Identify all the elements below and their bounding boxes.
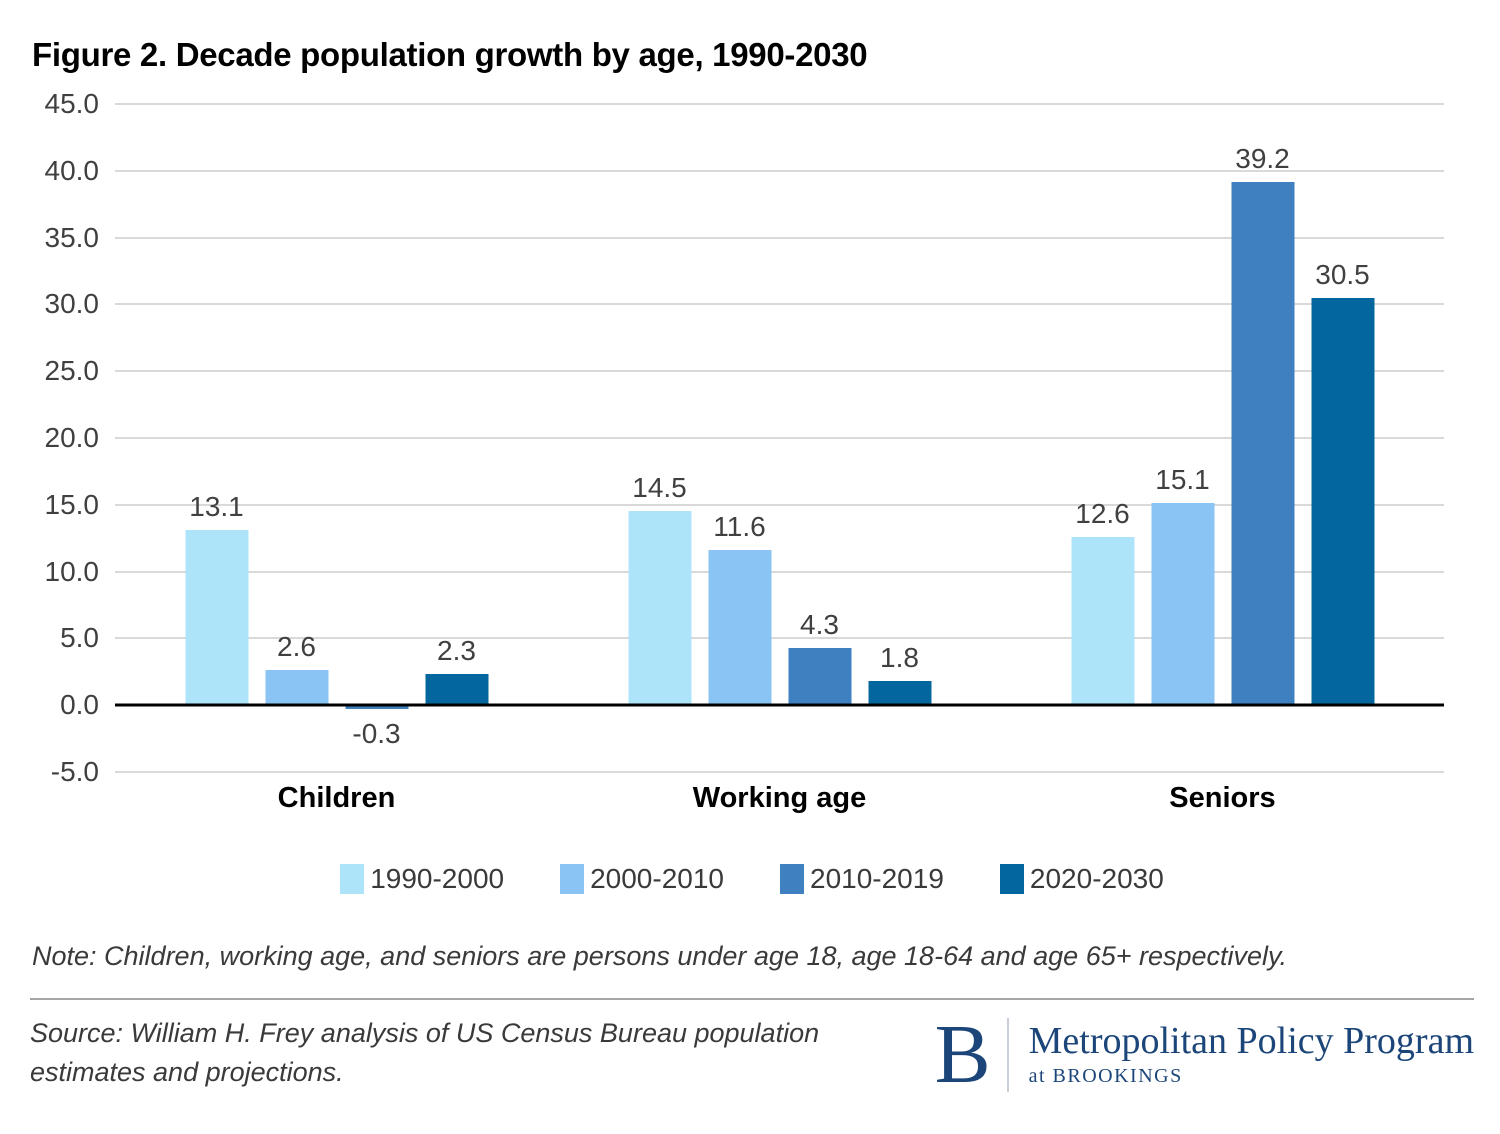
logo-sub-name: at BROOKINGS [1028,1065,1183,1088]
bar: 30.5 [1311,259,1374,706]
legend-swatch-icon [999,864,1024,894]
figure-page: Figure 2. Decade population growth by ag… [30,36,1474,1101]
legend-swatch-icon [780,864,804,894]
bar-value-label: 39.2 [1235,142,1290,174]
bar-chart: 45.0 40.0 35.0 30.0 25.0 20.0 15.0 10.0 5.0 0.0 -5… [30,88,1444,787]
bar-value-label: 12.6 [1075,497,1130,529]
y-tick-label: 40.0 [44,154,100,186]
legend-item: 2010-2019 [780,863,944,895]
y-tick-label: 5.0 [60,622,99,654]
gridline [115,169,1444,172]
gridline [115,503,1444,506]
bar-value-label: 13.1 [189,491,244,523]
bar-value-label: -0.3 [352,718,401,750]
bar-cluster: 14.5 11.6 4.3 1.8 [628,472,931,706]
source-text: Source: William H. Frey analysis of US C… [30,1018,820,1088]
legend-label: 2020-2030 [1029,863,1164,894]
y-tick-label: 45.0 [44,88,100,119]
chart-title: Figure 2. Decade population growth by ag… [32,36,868,73]
legend-label: 2010-2019 [810,863,944,894]
legend-label: 2000-2010 [590,863,724,894]
footer-divider [30,998,1474,1000]
y-tick-label: 25.0 [44,355,100,387]
gridline [115,637,1444,640]
bar-group: 14.5 11.6 4.3 1.8 [558,104,1001,772]
gridline [115,303,1444,306]
logo-divider [1006,1018,1009,1092]
y-tick-label: -5.0 [50,756,99,787]
bar-value-label: 4.3 [800,608,839,640]
legend-item: 2000-2010 [560,863,724,895]
gridline [115,236,1444,239]
bar-cluster: 13.1 2.6 -0.3 2.3 [185,491,488,749]
bar: 14.5 [628,472,691,706]
chart-legend: 1990-2000 2000-2010 2010-2019 2020-2030 [30,863,1474,895]
gridline [115,370,1444,373]
bar-value-label: 1.8 [880,642,919,674]
legend-swatch-icon [560,864,585,894]
y-tick-label: 10.0 [44,555,100,587]
gridline [115,570,1444,573]
gridline [115,771,1444,773]
legend-item: 2020-2030 [999,863,1164,895]
bar-value-label: 2.6 [277,631,316,663]
bar: 4.3 [788,609,851,706]
legend-swatch-icon [340,864,365,894]
bar: 15.1 [1151,464,1214,706]
bar-group: 13.1 2.6 -0.3 2.3 [115,104,558,772]
category-label: Working age [692,782,867,814]
y-tick-label: 20.0 [44,422,100,453]
y-tick-label: 35.0 [44,221,100,253]
gridline [115,437,1444,439]
bar-value-label: 2.3 [437,635,476,667]
bar-value-label: 14.5 [632,472,687,504]
x-axis-category-labels: Children Working age Seniors [115,782,1444,815]
brookings-logo: B Metropolitan Policy Program at BROOKIN… [934,1007,1474,1101]
bar: 2.3 [425,635,488,706]
figure-footer: Source: William H. Frey analysis of US C… [30,1007,1474,1101]
bar-group: 12.6 15.1 39.2 30.5 [1001,104,1444,772]
bar-value-label: 11.6 [713,511,766,543]
legend-item: 1990-2000 [340,863,504,895]
y-tick-label: 15.0 [44,488,100,520]
bar-value-label: 30.5 [1315,258,1370,290]
bar: 12.6 [1071,498,1134,706]
y-axis: 45.0 40.0 35.0 30.0 25.0 20.0 15.0 10.0 5.0 0.0 -5… [30,88,115,787]
y-tick-label: 0.0 [60,689,99,721]
bar: 2.6 [265,631,328,706]
category-label: Children [277,782,396,814]
x-axis-line [115,703,1444,707]
bar-value-label: 15.1 [1155,464,1210,496]
bar: 11.6 [708,511,771,706]
gridline [115,103,1444,105]
negative-bar [345,705,408,710]
bar: 39.2 [1231,143,1294,706]
bar: 13.1 [185,491,248,706]
bar: 1.8 [868,642,931,706]
category-label: Seniors [1169,782,1276,814]
legend-label: 1990-2000 [370,863,505,894]
bar-cluster: 12.6 15.1 39.2 30.5 [1071,143,1374,706]
brookings-monogram-icon: B [934,1007,991,1101]
logo-program-name: Metropolitan Policy Program [1028,1019,1474,1062]
y-tick-label: 30.0 [44,288,100,320]
plot-area: 13.1 2.6 -0.3 2.3 14.5 11.6 4.3 1.8 12.6 15.1 39.2… [115,103,1444,773]
figure-note: Note: Children, working age, and seniors… [32,941,1288,971]
